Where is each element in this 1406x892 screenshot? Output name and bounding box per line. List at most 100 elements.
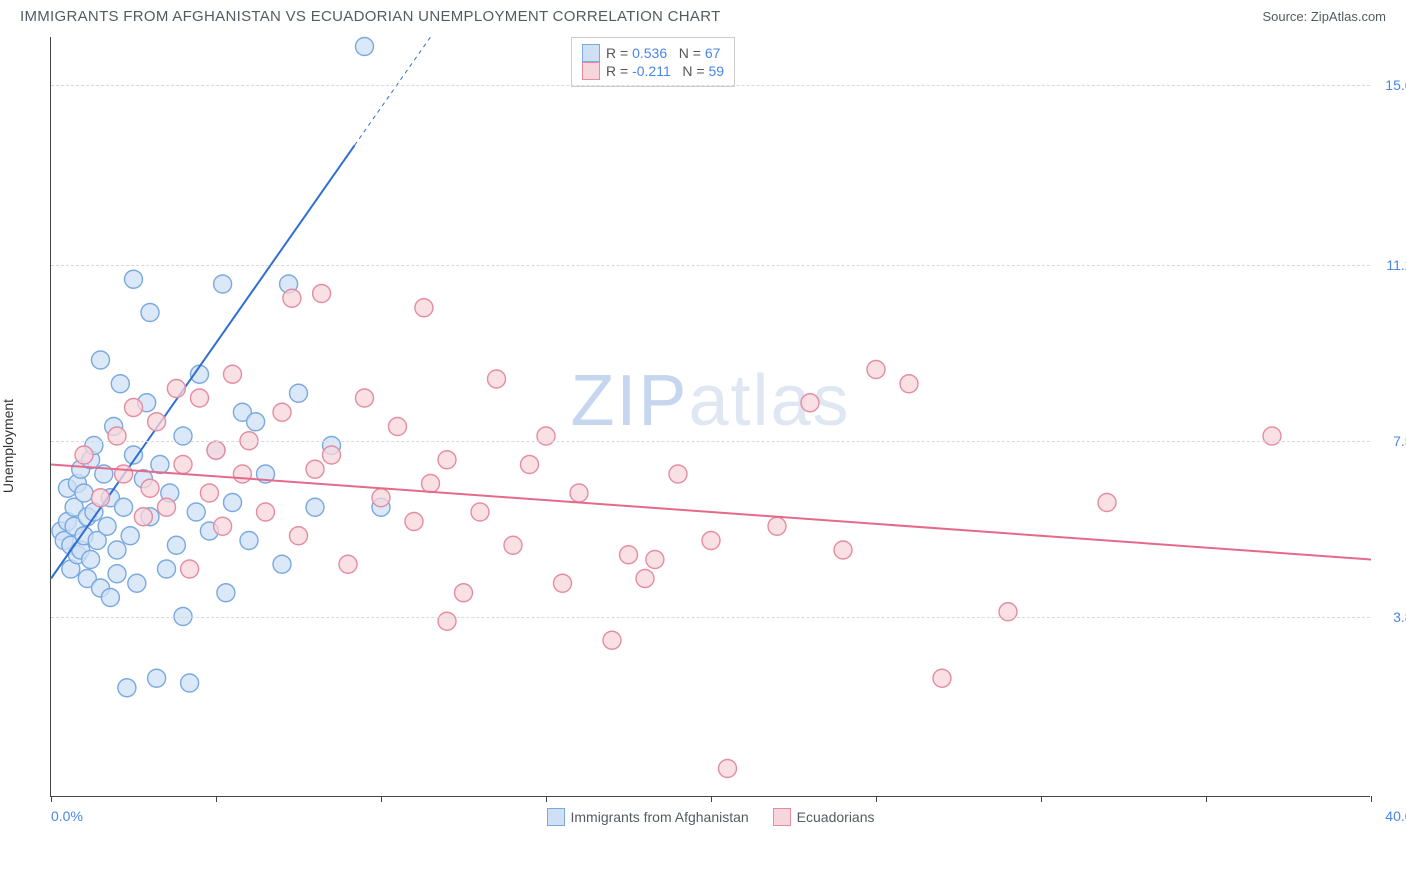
x-tick xyxy=(381,796,382,802)
data-point xyxy=(141,479,159,497)
data-point xyxy=(240,532,258,550)
data-point xyxy=(521,456,539,474)
gridline xyxy=(51,441,1370,442)
x-min-label: 0.0% xyxy=(51,808,83,824)
x-tick xyxy=(1206,796,1207,802)
data-point xyxy=(438,612,456,630)
data-point xyxy=(273,403,291,421)
data-point xyxy=(636,570,654,588)
data-point xyxy=(290,527,308,545)
legend-item: Ecuadorians xyxy=(773,808,875,826)
x-tick xyxy=(711,796,712,802)
gridline xyxy=(51,265,1370,266)
chart-container: ZIPatlas 0.0% 40.0% R = 0.536 N = 67R = … xyxy=(50,37,1386,827)
plot-area: ZIPatlas 0.0% 40.0% R = 0.536 N = 67R = … xyxy=(50,37,1370,797)
legend-label: Ecuadorians xyxy=(797,809,875,825)
data-point xyxy=(768,517,786,535)
x-tick xyxy=(1371,796,1372,802)
data-point xyxy=(181,560,199,578)
data-point xyxy=(323,446,341,464)
data-point xyxy=(867,361,885,379)
data-point xyxy=(933,669,951,687)
data-point xyxy=(1263,427,1281,445)
data-point xyxy=(75,484,93,502)
data-point xyxy=(554,574,572,592)
data-point xyxy=(415,299,433,317)
gridline xyxy=(51,85,1370,86)
gridline xyxy=(51,617,1370,618)
x-max-label: 40.0% xyxy=(1385,808,1406,824)
data-point xyxy=(438,451,456,469)
data-point xyxy=(125,270,143,288)
data-point xyxy=(488,370,506,388)
data-point xyxy=(118,679,136,697)
data-point xyxy=(151,456,169,474)
x-tick xyxy=(51,796,52,802)
x-tick xyxy=(1041,796,1042,802)
data-point xyxy=(356,389,374,407)
chart-title: IMMIGRANTS FROM AFGHANISTAN VS ECUADORIA… xyxy=(20,8,721,25)
data-point xyxy=(257,503,275,521)
data-point xyxy=(306,498,324,516)
legend-row: R = -0.211 N = 59 xyxy=(582,62,724,80)
data-point xyxy=(702,532,720,550)
data-point xyxy=(148,669,166,687)
legend-stat-text: R = -0.211 N = 59 xyxy=(606,63,724,79)
data-point xyxy=(207,441,225,459)
data-point xyxy=(646,551,664,569)
data-point xyxy=(108,565,126,583)
legend-item: Immigrants from Afghanistan xyxy=(546,808,748,826)
legend-row: R = 0.536 N = 67 xyxy=(582,44,724,62)
data-point xyxy=(801,394,819,412)
data-point xyxy=(455,584,473,602)
data-point xyxy=(313,285,331,303)
data-point xyxy=(603,631,621,649)
legend-label: Immigrants from Afghanistan xyxy=(570,809,748,825)
data-point xyxy=(108,427,126,445)
data-point xyxy=(1098,494,1116,512)
data-point xyxy=(372,489,390,507)
data-point xyxy=(224,494,242,512)
y-axis-label: Unemployment xyxy=(0,399,16,493)
x-tick xyxy=(216,796,217,802)
x-tick xyxy=(546,796,547,802)
data-point xyxy=(174,456,192,474)
legend-swatch xyxy=(773,808,791,826)
data-point xyxy=(92,351,110,369)
chart-header: IMMIGRANTS FROM AFGHANISTAN VS ECUADORIA… xyxy=(0,0,1406,37)
data-point xyxy=(504,536,522,554)
data-point xyxy=(214,517,232,535)
data-point xyxy=(233,465,251,483)
data-point xyxy=(422,475,440,493)
y-tick-label: 3.8% xyxy=(1393,609,1406,625)
data-point xyxy=(148,413,166,431)
data-point xyxy=(167,380,185,398)
data-point xyxy=(125,399,143,417)
data-point xyxy=(389,418,407,436)
data-point xyxy=(128,574,146,592)
data-point xyxy=(247,413,265,431)
series-legend: Immigrants from Afghanistan Ecuadorians xyxy=(546,808,874,826)
data-point xyxy=(224,365,242,383)
data-point xyxy=(158,498,176,516)
data-point xyxy=(356,38,374,56)
data-point xyxy=(200,484,218,502)
data-point xyxy=(405,513,423,531)
data-point xyxy=(115,498,133,516)
data-point xyxy=(273,555,291,573)
data-point xyxy=(191,389,209,407)
data-point xyxy=(570,484,588,502)
data-point xyxy=(158,560,176,578)
data-point xyxy=(174,427,192,445)
legend-stat-text: R = 0.536 N = 67 xyxy=(606,45,720,61)
data-point xyxy=(306,460,324,478)
legend-swatch xyxy=(582,44,600,62)
legend-swatch xyxy=(582,62,600,80)
data-point xyxy=(339,555,357,573)
y-tick-label: 15.0% xyxy=(1385,77,1406,93)
legend-swatch xyxy=(546,808,564,826)
scatter-svg xyxy=(51,37,1371,797)
x-tick xyxy=(876,796,877,802)
data-point xyxy=(167,536,185,554)
data-point xyxy=(141,304,159,322)
